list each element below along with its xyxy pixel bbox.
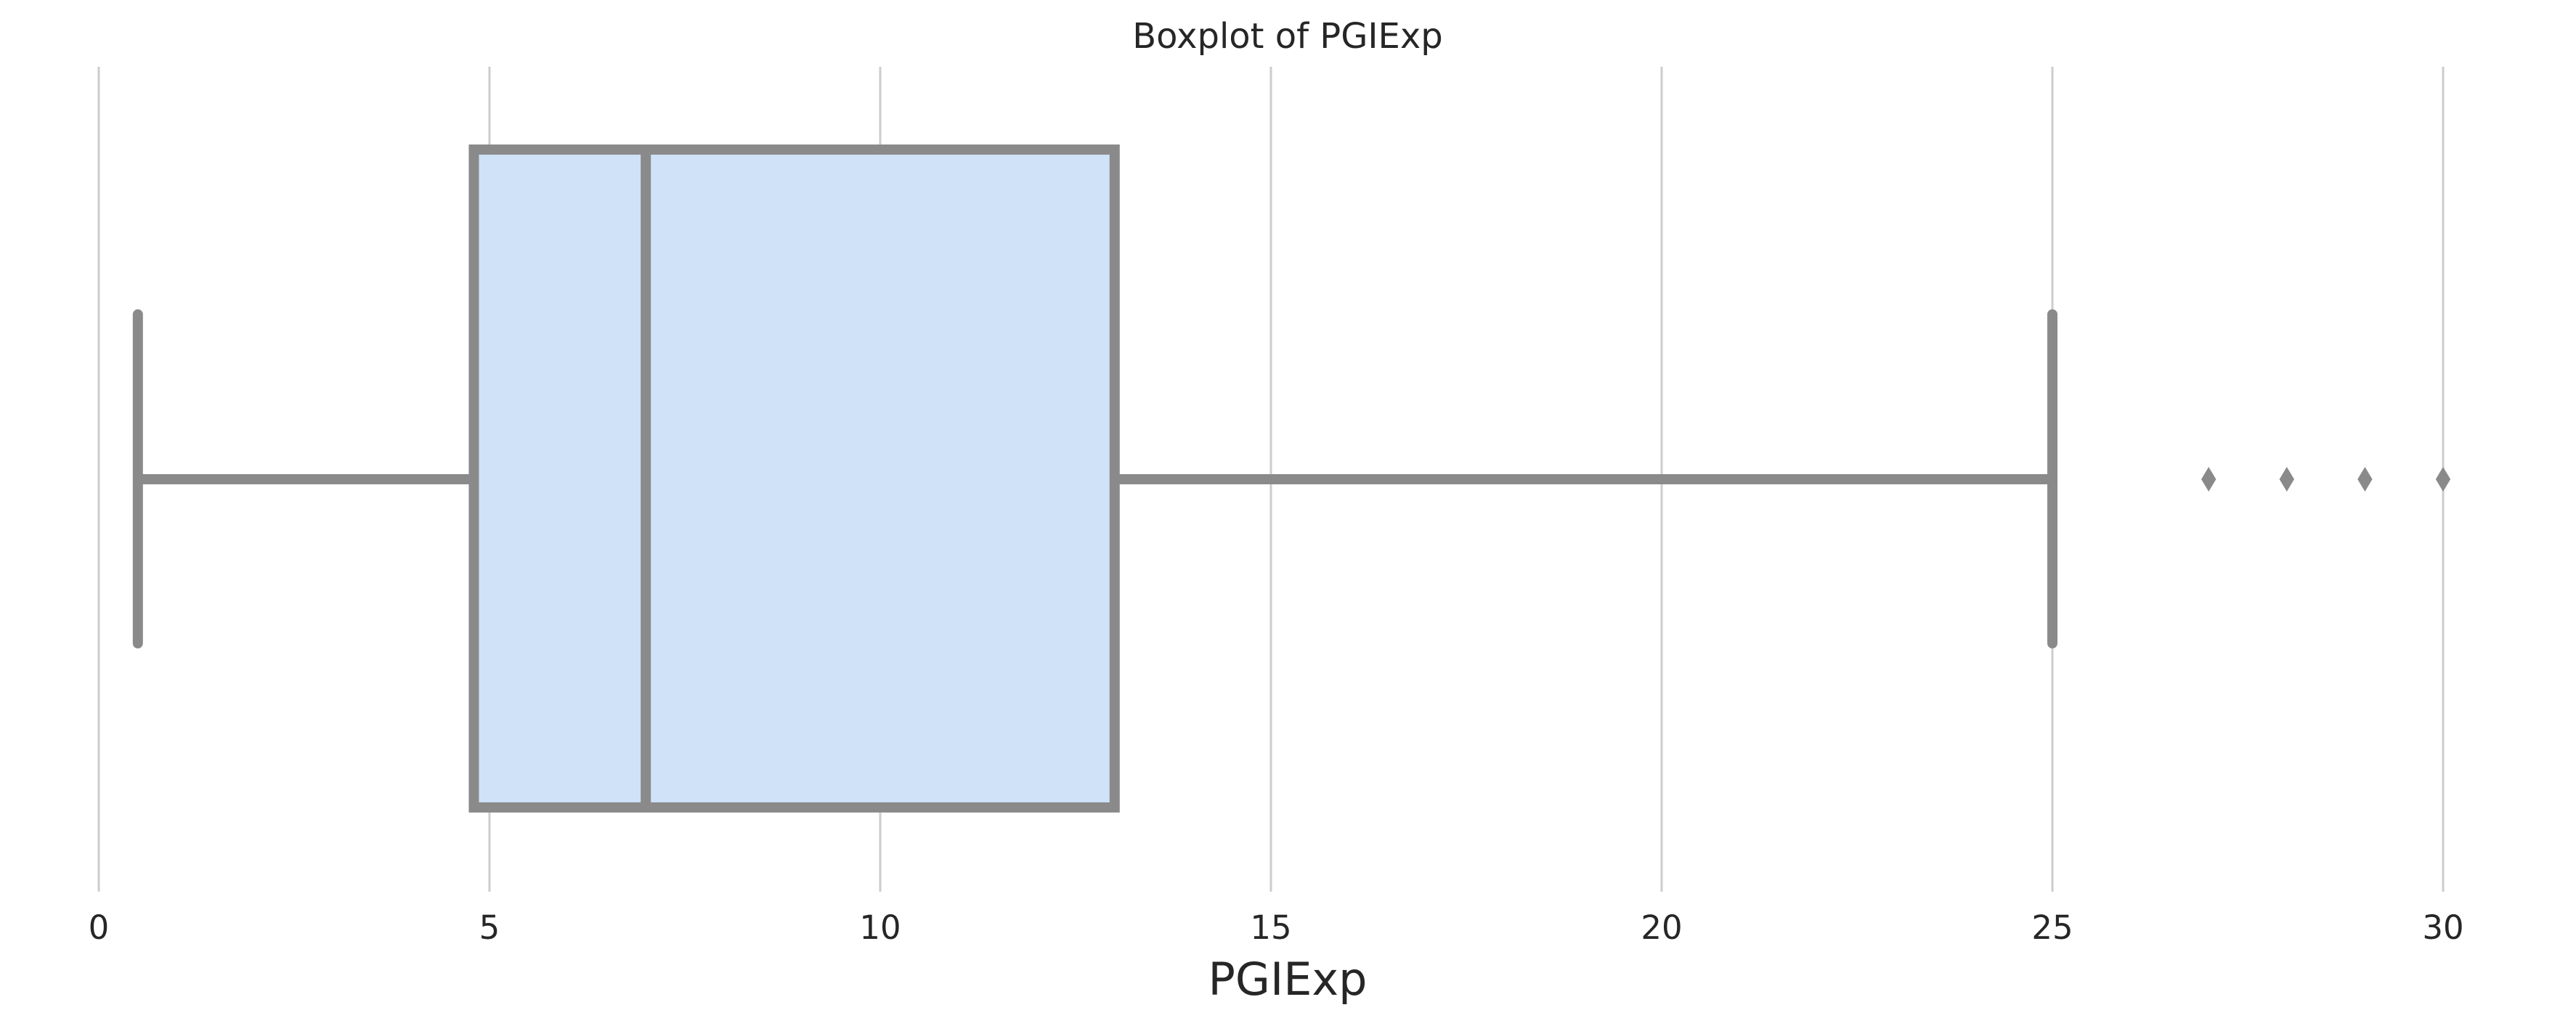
outlier-point-2: [2279, 467, 2294, 492]
x-tick-label-30: 30: [2422, 908, 2463, 947]
x-tick-labels: 0 5 10 15 20 25 30: [89, 908, 2464, 947]
x-axis-label: PGIExp: [1208, 953, 1368, 1006]
x-tick-label-10: 10: [859, 908, 901, 947]
x-tick-label-20: 20: [1641, 908, 1682, 947]
chart-title: Boxplot of PGIExp: [1132, 16, 1443, 57]
x-tick-label-0: 0: [89, 908, 110, 947]
x-tick-label-25: 25: [2031, 908, 2073, 947]
iqr-box: [468, 144, 1120, 813]
outlier-point-4: [2435, 467, 2451, 492]
outlier-point-3: [2357, 467, 2373, 492]
x-tick-label-15: 15: [1250, 908, 1291, 947]
outlier-points: [2201, 467, 2451, 492]
outlier-point-1: [2201, 467, 2217, 492]
box-plot: [132, 144, 2057, 813]
x-tick-label-5: 5: [479, 908, 500, 947]
